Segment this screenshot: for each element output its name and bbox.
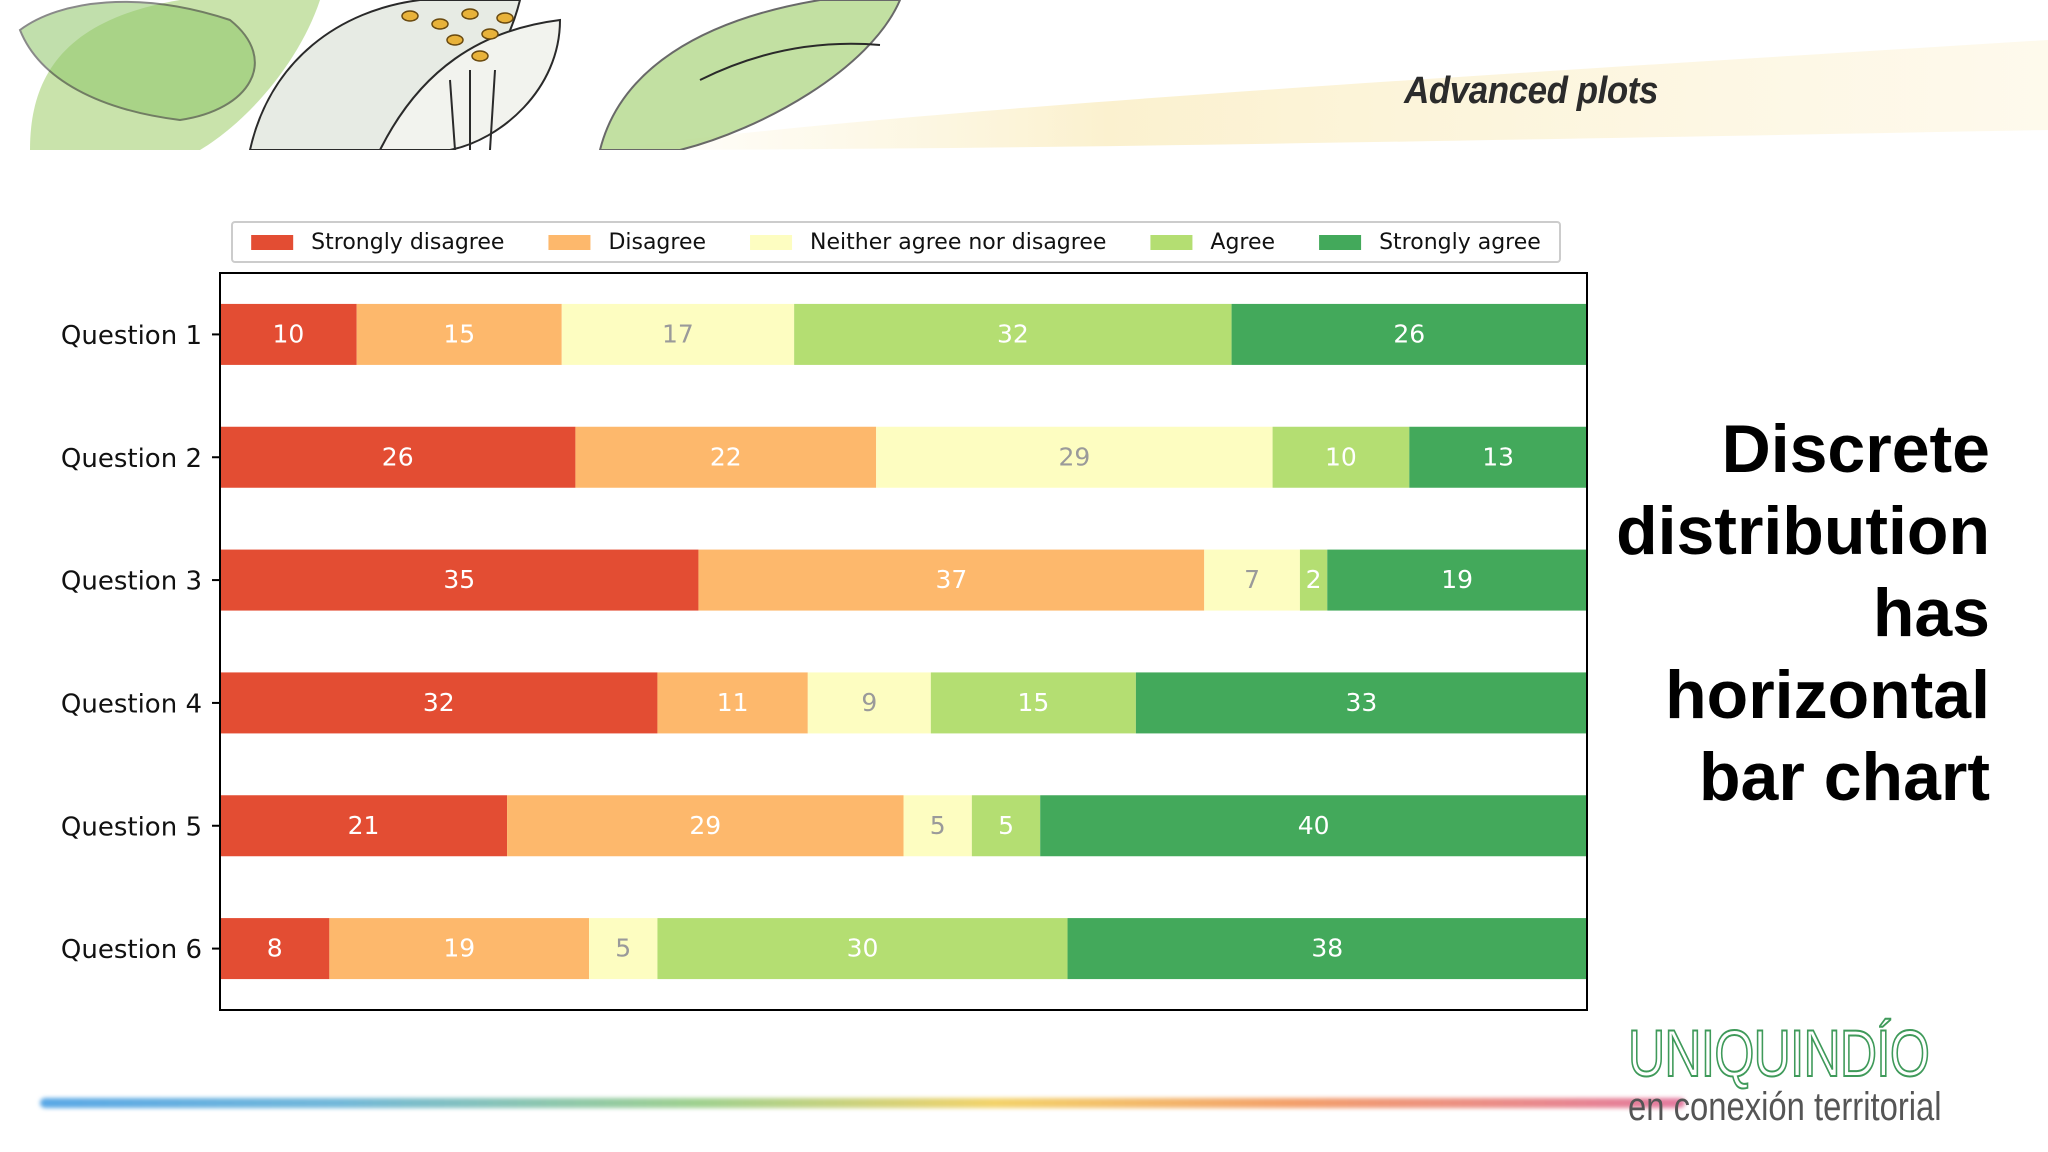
bar-label-question-2-disagree: 22 <box>710 442 742 471</box>
bar-label-question-5-agree: 5 <box>998 811 1014 840</box>
y-tick-label-question-1: Question 1 <box>61 321 202 351</box>
bar-question-5-strongly-agree <box>1040 795 1587 857</box>
bar-question-5-strongly-disagree <box>220 795 508 857</box>
bar-label-question-2-strongly-agree: 13 <box>1482 442 1514 471</box>
bar-question-4-neither-agree-nor-disagree <box>807 672 931 734</box>
legend-frame <box>231 221 1561 263</box>
bar-question-4-strongly-agree <box>1135 672 1587 734</box>
chart-bars: 10 15 17 32 26 26 22 29 10 13 35 37 7 2 19 32 11 9 15 33 21 2… <box>220 303 1587 980</box>
bar-label-question-5-strongly-agree: 40 <box>1298 811 1330 840</box>
bar-question-2-disagree <box>575 426 877 488</box>
legend-swatch-disagree <box>548 235 591 250</box>
y-tick-label-question-5: Question 5 <box>61 812 202 842</box>
bar-question-5-agree <box>971 795 1041 857</box>
bar-question-2-strongly-disagree <box>220 426 576 488</box>
bar-question-6-strongly-agree <box>1067 918 1587 980</box>
bar-label-question-5-strongly-disagree: 21 <box>348 811 380 840</box>
bar-label-question-2-neither-agree-nor-disagree: 29 <box>1058 442 1090 471</box>
bar-question-3-strongly-disagree <box>220 549 699 611</box>
bar-question-2-agree <box>1272 426 1410 488</box>
side-caption-line-5: bar chart <box>1699 739 1990 815</box>
bar-label-question-2-agree: 10 <box>1325 442 1357 471</box>
bar-label-question-2-strongly-disagree: 26 <box>382 442 414 471</box>
bar-label-question-6-agree: 30 <box>847 934 879 963</box>
legend-swatch-strongly-disagree <box>251 235 294 250</box>
y-tick-label-question-3: Question 3 <box>61 567 202 597</box>
bar-question-3-strongly-agree <box>1327 549 1587 611</box>
bar-question-4-disagree <box>657 672 808 734</box>
legend-label-disagree: Disagree <box>608 230 706 255</box>
bar-question-1-strongly-disagree <box>220 303 357 365</box>
bar-question-1-agree <box>794 303 1232 365</box>
bar-question-6-agree <box>657 918 1068 980</box>
university-logo: UNIQUINDÍO en conexión territorial <box>1627 1016 2014 1129</box>
bar-label-question-6-strongly-disagree: 8 <box>267 934 283 963</box>
side-caption-line-4: horizontal <box>1665 657 1990 733</box>
bar-question-5-neither-agree-nor-disagree <box>903 795 972 857</box>
y-tick-label-question-4: Question 4 <box>61 689 202 719</box>
legend-label-strongly-disagree: Strongly disagree <box>311 230 504 255</box>
y-axis: Question 1 Question 2 Question 3 Question 4… <box>61 321 220 965</box>
header-banner <box>18 0 2048 150</box>
bar-question-4-strongly-disagree <box>220 672 658 734</box>
bar-label-question-4-neither-agree-nor-disagree: 9 <box>861 688 877 717</box>
legend-label-agree: Agree <box>1210 230 1275 255</box>
bar-label-question-4-strongly-agree: 33 <box>1346 688 1378 717</box>
side-caption-line-3: has <box>1872 575 1990 651</box>
logo-name: UNIQUINDÍO <box>1627 1016 1930 1090</box>
legend-label-strongly-agree: Strongly agree <box>1379 230 1541 255</box>
bar-question-6-disagree <box>329 918 590 980</box>
bar-label-question-1-strongly-disagree: 10 <box>272 319 304 348</box>
bar-question-1-neither-agree-nor-disagree <box>561 303 795 365</box>
bar-question-6-neither-agree-nor-disagree <box>589 918 658 980</box>
y-tick-label-question-2: Question 2 <box>61 444 202 474</box>
footer-rainbow-line <box>40 1098 1685 1108</box>
bar-question-3-agree <box>1299 549 1328 611</box>
bar-label-question-6-neither-agree-nor-disagree: 5 <box>615 934 631 963</box>
bar-label-question-1-agree: 32 <box>997 319 1029 348</box>
bar-question-1-disagree <box>356 303 562 365</box>
slide-title: Advanced plots <box>1404 70 1658 112</box>
bar-question-2-strongly-agree <box>1409 426 1587 488</box>
bar-label-question-3-strongly-agree: 19 <box>1441 565 1473 594</box>
bar-question-5-disagree <box>507 795 904 857</box>
bar-label-question-1-disagree: 15 <box>443 319 475 348</box>
bar-label-question-3-disagree: 37 <box>935 565 967 594</box>
side-caption: Discrete distribution has horizontal bar… <box>1470 408 1990 818</box>
bar-question-1-strongly-agree <box>1231 303 1587 365</box>
bar-question-3-disagree <box>698 549 1205 611</box>
chart-legend: Strongly disagree Disagree Neither agree n… <box>231 221 1561 263</box>
bar-label-question-1-neither-agree-nor-disagree: 17 <box>662 319 694 348</box>
bar-label-question-5-neither-agree-nor-disagree: 5 <box>930 811 946 840</box>
bar-label-question-3-strongly-disagree: 35 <box>443 565 475 594</box>
bar-label-question-6-disagree: 19 <box>443 934 475 963</box>
y-tick-label-question-6: Question 6 <box>61 935 202 965</box>
legend-swatch-strongly-agree <box>1319 235 1362 250</box>
bar-label-question-6-strongly-agree: 38 <box>1311 934 1343 963</box>
bar-label-question-5-disagree: 29 <box>689 811 721 840</box>
logo-tagline: en conexión territorial <box>1628 1085 1942 1129</box>
bar-label-question-4-strongly-disagree: 32 <box>423 688 455 717</box>
bar-label-question-1-strongly-agree: 26 <box>1393 319 1425 348</box>
legend-label-neither-agree-nor-disagree: Neither agree nor disagree <box>810 230 1106 255</box>
bar-question-3-neither-agree-nor-disagree <box>1204 549 1300 611</box>
bar-question-4-agree <box>930 672 1136 734</box>
bar-label-question-4-agree: 15 <box>1017 688 1049 717</box>
plot-frame <box>219 272 1588 1011</box>
side-caption-line-2: distribution <box>1616 493 1990 569</box>
bar-label-question-4-disagree: 11 <box>717 688 749 717</box>
legend-swatch-agree <box>1150 235 1193 250</box>
bar-question-2-neither-agree-nor-disagree <box>876 426 1273 488</box>
bar-label-question-3-agree: 2 <box>1306 565 1322 594</box>
side-caption-line-1: Discrete <box>1721 411 1990 487</box>
legend-swatch-neither-agree-nor-disagree <box>750 235 793 250</box>
bar-question-6-strongly-disagree <box>220 918 330 980</box>
bar-label-question-3-neither-agree-nor-disagree: 7 <box>1244 565 1260 594</box>
